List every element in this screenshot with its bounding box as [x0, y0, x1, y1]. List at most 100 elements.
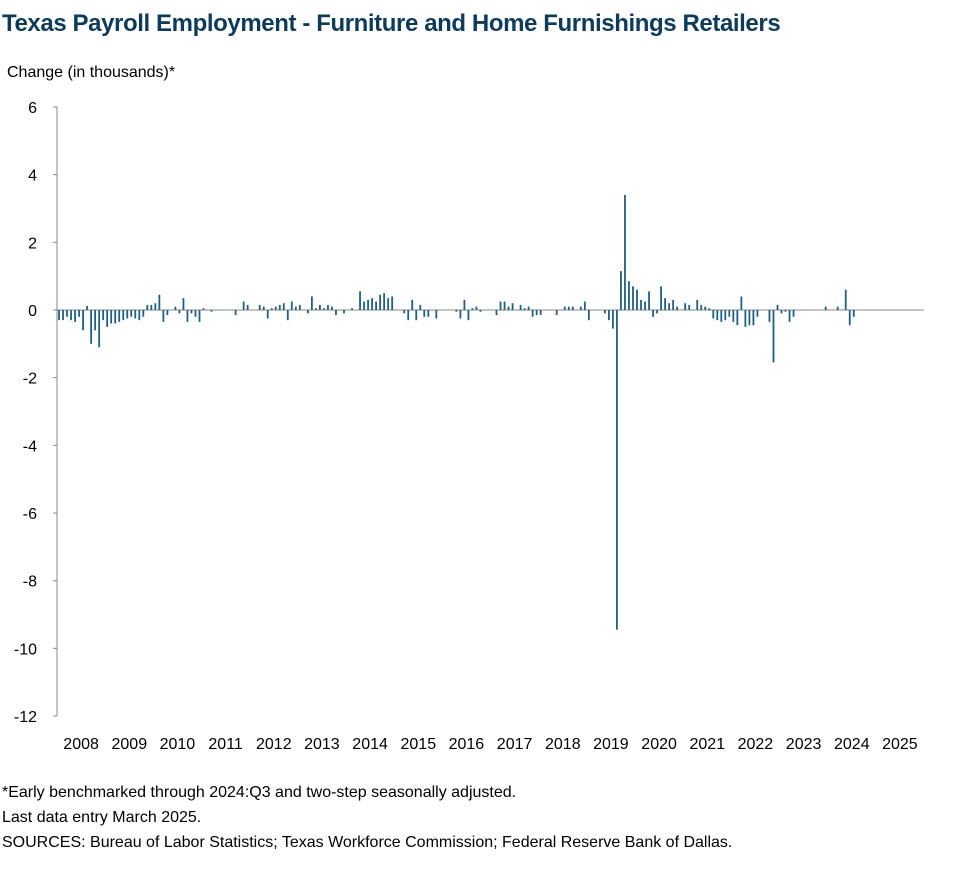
bar: [286, 310, 289, 321]
bar: [768, 310, 771, 322]
bar: [194, 310, 197, 317]
bar: [323, 308, 325, 310]
last-data-entry: Last data entry March 2025.: [2, 809, 202, 826]
bar: [527, 306, 530, 310]
bar: [258, 304, 261, 310]
bar: [198, 310, 201, 322]
bar: [756, 310, 759, 317]
bar: [712, 310, 715, 319]
bar: [555, 310, 558, 316]
bar: [411, 299, 414, 310]
bar: [371, 298, 373, 310]
bar: [499, 301, 502, 310]
bar: [752, 310, 755, 326]
bar: [298, 304, 301, 310]
bar: [150, 304, 153, 310]
y-tick-label: 4: [28, 168, 37, 185]
bar: [660, 286, 662, 310]
bar: [744, 310, 747, 327]
bar: [262, 306, 265, 310]
bar: [78, 310, 80, 317]
bar: [495, 310, 498, 316]
sources: SOURCES: Bureau of Labor Statistics; Tex…: [2, 834, 733, 851]
y-tick-label: -6: [23, 506, 37, 523]
bar: [503, 301, 506, 310]
bar: [748, 310, 751, 326]
bar: [459, 310, 462, 319]
bar: [383, 293, 386, 310]
bar: [471, 308, 474, 310]
y-tick-label: -2: [23, 371, 37, 388]
bar: [126, 310, 129, 319]
bar: [455, 310, 458, 312]
bar: [632, 286, 634, 310]
x-tick-label: 2023: [786, 736, 822, 753]
bar: [367, 299, 369, 310]
bar: [475, 306, 478, 310]
y-tick-label: -10: [14, 641, 37, 658]
bar: [98, 310, 101, 348]
bar: [672, 299, 675, 310]
x-tick-label: 2019: [593, 736, 629, 753]
bar: [435, 310, 438, 319]
bar: [836, 306, 839, 310]
bar: [620, 271, 622, 310]
bar: [106, 310, 109, 327]
bar-chart: 6 4 2 0 -2 -4 -6 -8 -10 -12 2008 2009 2010 2011 2012 20…: [14, 100, 924, 753]
bar: [162, 310, 165, 322]
bar: [110, 310, 113, 324]
chart-title: Texas Payroll Employment - Furniture and…: [2, 10, 781, 37]
bar: [146, 304, 149, 310]
chart-notes: *Early benchmarked through 2024:Q3 and t…: [2, 780, 732, 855]
bar: [824, 306, 827, 310]
bar: [736, 310, 739, 326]
bar: [74, 310, 76, 322]
y-tick-label: 6: [28, 100, 37, 117]
bar: [519, 304, 522, 310]
bar: [423, 310, 426, 317]
bar: [158, 294, 161, 310]
bar: [274, 306, 277, 310]
bar: [234, 310, 237, 316]
x-tick-label: 2018: [545, 736, 581, 753]
bar: [571, 306, 574, 310]
x-tick-label: 2010: [160, 736, 196, 753]
x-tick-label: 2022: [738, 736, 774, 753]
bar: [539, 310, 542, 316]
bar: [523, 308, 526, 310]
bar: [531, 310, 534, 317]
bar: [644, 301, 646, 310]
y-axis-label: Change (in thousands)*: [7, 64, 176, 81]
bar: [327, 304, 329, 310]
bar: [479, 310, 482, 312]
bar: [242, 301, 245, 310]
bar: [278, 304, 281, 310]
y-tick-label: -12: [14, 709, 37, 726]
bar: [616, 310, 618, 630]
bar: [186, 310, 189, 322]
bar: [848, 310, 851, 326]
x-tick-label: 2009: [112, 736, 148, 753]
bar: [391, 296, 394, 310]
bar: [210, 310, 213, 312]
bar: [535, 310, 538, 316]
bar: [772, 310, 775, 363]
bar: [732, 310, 735, 322]
bar: [282, 303, 285, 310]
bar: [728, 310, 731, 317]
bar: [246, 304, 249, 310]
x-tick-label: 2017: [497, 736, 533, 753]
bar: [567, 306, 570, 310]
bar: [166, 310, 169, 316]
bar: [387, 298, 390, 310]
bar: [624, 194, 626, 310]
bar: [407, 310, 410, 321]
bar: [724, 310, 727, 321]
bar: [359, 291, 361, 310]
bar: [656, 310, 658, 314]
bar: [379, 294, 382, 310]
bar: [351, 308, 353, 310]
bar: [852, 310, 855, 317]
bar: [612, 310, 614, 329]
bar: [676, 306, 679, 310]
